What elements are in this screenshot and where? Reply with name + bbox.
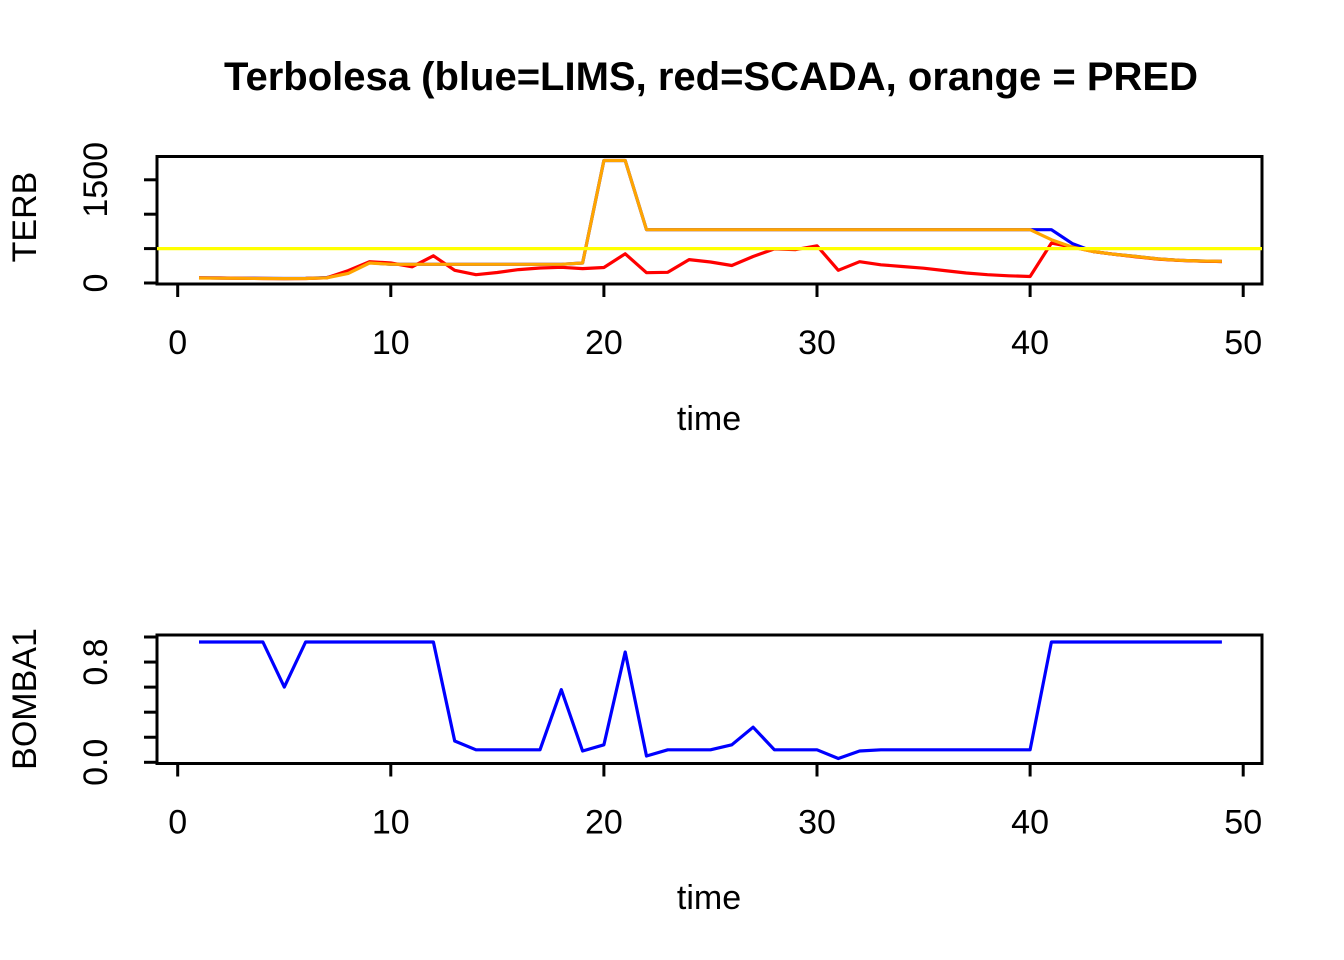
x-tick-label: 0 [168, 324, 187, 362]
y-tick-label: 0.8 [77, 638, 115, 685]
x-tick-label: 40 [1011, 804, 1049, 842]
bomba1-x-axis-label: time [677, 879, 741, 917]
y-tick-label: 0.0 [77, 739, 115, 786]
terb-x-axis-label: time [677, 400, 741, 438]
terb-y-axis-label: TERB [6, 172, 44, 263]
plot-box [155, 633, 1264, 765]
x-tick-label: 20 [585, 324, 623, 362]
x-tick-label: 40 [1011, 324, 1049, 362]
x-tick-label: 30 [798, 324, 836, 362]
x-tick-label: 30 [798, 804, 836, 842]
y-tick-label: 1500 [77, 142, 115, 218]
plot-box [155, 155, 1264, 286]
series-pred-line [198, 158, 1222, 281]
chart-title: Terbolesa (blue=LIMS, red=SCADA, orange … [224, 55, 1198, 99]
series-bomba1-line [199, 640, 1222, 761]
x-tick-label: 20 [585, 804, 623, 842]
bomba1-y-axis-label: BOMBA1 [6, 628, 44, 770]
x-tick-label: 50 [1224, 324, 1262, 362]
x-tick-label: 10 [372, 804, 410, 842]
x-tick-label: 50 [1224, 804, 1262, 842]
y-tick-label: 0 [77, 274, 115, 293]
x-tick-label: 0 [168, 804, 187, 842]
x-tick-label: 10 [372, 324, 410, 362]
terb-plot-area: 0 10 20 30 40 50 0 1500 [77, 142, 1264, 362]
bomba1-plot-area: 0 10 20 30 40 50 0.0 0.8 [77, 633, 1264, 842]
